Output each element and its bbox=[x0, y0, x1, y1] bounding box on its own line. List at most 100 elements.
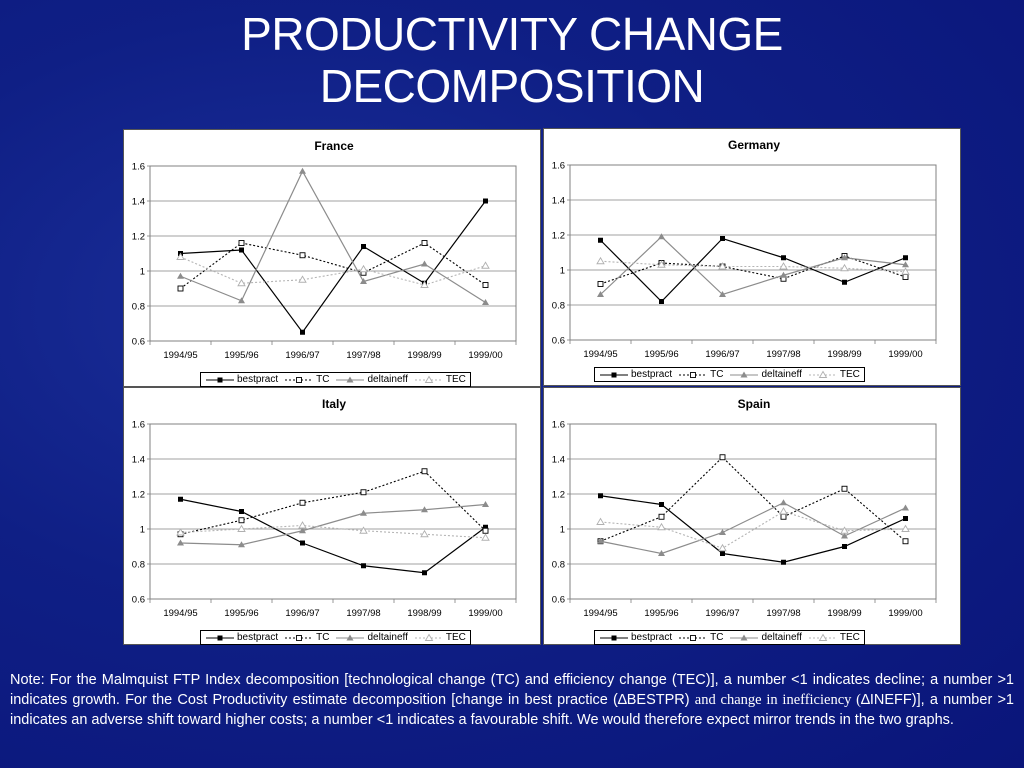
point-TC bbox=[719, 454, 726, 461]
legend-label: deltaineff bbox=[761, 369, 802, 380]
point-bestpract bbox=[903, 255, 908, 261]
point-TC bbox=[658, 513, 665, 520]
point-deltaineff bbox=[299, 167, 306, 174]
point-bestpract bbox=[659, 502, 664, 507]
chart-title: Italy bbox=[322, 397, 346, 411]
point-bestpract bbox=[239, 509, 244, 514]
point-bestpract bbox=[842, 279, 847, 285]
point-deltaineff bbox=[482, 501, 489, 507]
point-TEC bbox=[420, 529, 429, 538]
point-TC bbox=[177, 285, 184, 292]
y-tick-label: 1 bbox=[140, 267, 145, 278]
point-TEC bbox=[359, 264, 368, 273]
point-TC bbox=[360, 489, 367, 496]
legend-swatch bbox=[206, 635, 234, 640]
point-bestpract bbox=[903, 516, 908, 521]
chart-title: Spain bbox=[738, 397, 771, 411]
x-tick-label: 1997/98 bbox=[766, 349, 800, 360]
chart-panel-germany: Germany 0.6 0.8 1 1.2 1.4 1.6 1994/95 1995/96 199… bbox=[543, 128, 961, 386]
point-bestpract bbox=[300, 329, 305, 335]
point-TEC bbox=[359, 526, 368, 534]
plot-area bbox=[149, 423, 517, 600]
series-line-bestpract bbox=[180, 200, 486, 334]
point-deltaineff bbox=[177, 272, 184, 279]
point-TEC bbox=[237, 524, 246, 532]
legend-swatch bbox=[730, 371, 759, 377]
legend-marker bbox=[296, 376, 303, 383]
legend-label: bestpract bbox=[237, 632, 279, 643]
point-bestpract bbox=[842, 544, 847, 549]
y-tick-label: 1.4 bbox=[552, 196, 565, 207]
legend-marker bbox=[740, 634, 748, 640]
y-tick-label: 0.8 bbox=[552, 301, 565, 312]
series-line-TEC bbox=[180, 524, 486, 539]
point-deltaineff bbox=[841, 532, 848, 539]
chart-legend: bestpract TC deltaineff TEC bbox=[594, 367, 865, 382]
legend-marker bbox=[818, 633, 828, 641]
point-bestpract bbox=[239, 247, 244, 253]
x-tick-label: 1999/00 bbox=[468, 608, 502, 619]
legend-item-TEC: TEC bbox=[808, 369, 860, 380]
point-TEC bbox=[779, 262, 788, 270]
legend-marker bbox=[424, 375, 434, 383]
legend-swatch bbox=[336, 376, 365, 382]
point-deltaineff bbox=[360, 278, 367, 284]
point-bestpract bbox=[781, 559, 786, 565]
point-deltaineff bbox=[360, 509, 367, 516]
plot-area bbox=[149, 165, 517, 342]
point-TC bbox=[482, 282, 489, 288]
point-deltaineff bbox=[238, 541, 245, 548]
legend-swatch bbox=[808, 370, 837, 378]
chart-legend: bestpract TC deltaineff TEC bbox=[594, 630, 865, 645]
legend-item-deltaineff: deltaineff bbox=[335, 374, 408, 385]
point-deltaineff bbox=[482, 299, 489, 305]
point-deltaineff bbox=[719, 291, 726, 297]
point-bestpract bbox=[361, 563, 366, 569]
legend-item-bestpract: bestpract bbox=[599, 369, 672, 380]
point-TEC bbox=[481, 261, 490, 269]
point-bestpract bbox=[483, 524, 488, 530]
point-TC bbox=[238, 517, 245, 524]
note-part-2: BESTPR) bbox=[626, 692, 695, 708]
legend-swatch bbox=[285, 376, 314, 383]
x-tick-label: 1995/96 bbox=[644, 349, 678, 360]
line-chart-3: Spain 0.6 0.8 1 1.2 1.4 1.6 1994/95 1995/96 1996/… bbox=[552, 397, 937, 619]
y-tick-label: 1.4 bbox=[552, 455, 565, 466]
x-tick-label: 1998/99 bbox=[407, 350, 441, 361]
series-line-TC bbox=[180, 242, 486, 289]
legend-marker bbox=[611, 635, 617, 640]
y-tick-label: 0.6 bbox=[552, 336, 565, 347]
point-TEC bbox=[237, 278, 246, 287]
note-serif-and: and change in inefficiency ( bbox=[694, 692, 862, 708]
point-deltaineff bbox=[238, 297, 245, 304]
y-tick-label: 1 bbox=[140, 525, 145, 536]
point-bestpract bbox=[178, 496, 183, 502]
chart-legend: bestpract TC deltaineff TEC bbox=[200, 630, 471, 645]
point-TEC bbox=[901, 267, 910, 275]
legend-label: TEC bbox=[445, 374, 466, 385]
point-TEC bbox=[596, 517, 605, 525]
legend-item-bestpract: bestpract bbox=[205, 374, 278, 385]
point-TEC bbox=[901, 524, 910, 532]
legend-marker bbox=[346, 634, 354, 640]
point-TEC bbox=[176, 528, 185, 536]
series-line-deltaineff bbox=[600, 502, 906, 555]
legend-item-bestpract: bestpract bbox=[205, 632, 278, 643]
x-tick-label: 1997/98 bbox=[346, 608, 380, 619]
point-TC bbox=[421, 468, 428, 475]
y-tick-label: 0.8 bbox=[132, 302, 145, 313]
point-TEC bbox=[718, 262, 727, 270]
note-part-1: Note: For the Malmquist FTP Index decomp… bbox=[10, 672, 1014, 708]
footnote: Note: For the Malmquist FTP Index decomp… bbox=[10, 670, 1014, 730]
point-bestpract bbox=[781, 255, 786, 261]
slide-title: PRODUCTIVITY CHANGE DECOMPOSITION bbox=[0, 8, 1024, 112]
point-deltaineff bbox=[658, 550, 665, 556]
y-tick-label: 1.2 bbox=[552, 231, 565, 242]
legend-swatch bbox=[285, 634, 314, 641]
x-tick-label: 1994/95 bbox=[163, 350, 197, 361]
chart-panel-spain: Spain 0.6 0.8 1 1.2 1.4 1.6 1994/95 1995/96 1996/… bbox=[543, 387, 961, 645]
chart-legend: bestpract TC deltaineff TEC bbox=[200, 372, 471, 387]
point-bestpract bbox=[720, 551, 725, 556]
point-deltaineff bbox=[780, 499, 787, 506]
legend-label: deltaineff bbox=[761, 632, 802, 643]
